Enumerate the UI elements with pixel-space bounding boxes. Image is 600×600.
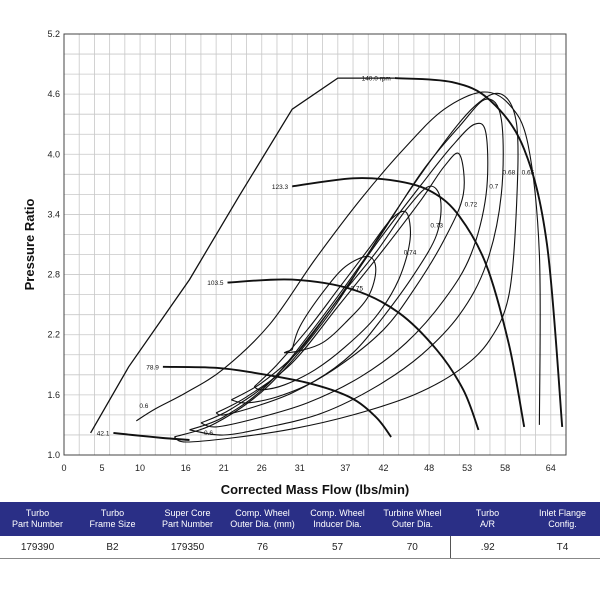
value-super-core-part-number: 179350 <box>150 536 225 559</box>
speed-lines <box>113 77 564 441</box>
speed-line-78-9 <box>162 365 392 438</box>
efficiency-island-0-74 <box>253 210 411 391</box>
spec-header-row: Turbo Part Number Turbo Frame Size Super… <box>0 502 600 536</box>
efficiency-label-0-72: 0.72 <box>465 201 478 208</box>
plot-frame <box>63 33 567 456</box>
value-turbo-part-number: 179390 <box>0 536 75 559</box>
y-tick-4-6: 4.6 <box>47 89 60 99</box>
efficiency-island-0-75 <box>283 255 377 354</box>
surge-line-path <box>90 77 395 434</box>
compressor-map-chart: 140.0 rpm123.3103.578.942.10.750.740.730… <box>22 29 567 497</box>
efficiency-island-0-72 <box>215 152 465 416</box>
efficiency-label-0-65: 0.65 <box>522 169 535 176</box>
header-super-core-part-number: Super Core Part Number <box>150 502 225 536</box>
x-tick-10: 10 <box>135 463 145 473</box>
x-axis-title: Corrected Mass Flow (lbs/min) <box>221 482 410 497</box>
x-tick-16: 16 <box>181 463 191 473</box>
efficiency-label-0-74: 0.74 <box>404 250 417 257</box>
x-tick-58: 58 <box>500 463 510 473</box>
efficiency-island-0-68 <box>189 98 504 436</box>
x-tick-26: 26 <box>257 463 267 473</box>
x-tick-31: 31 <box>295 463 305 473</box>
value-turbo-ar: .92 <box>449 536 525 559</box>
speed-line-42-1 <box>113 431 190 441</box>
x-tick-48: 48 <box>424 463 434 473</box>
y-tick-2-2: 2.2 <box>47 330 60 340</box>
x-tick-53: 53 <box>462 463 472 473</box>
header-turbo-ar: Turbo A/R <box>450 502 525 536</box>
speed-line-123-3 <box>292 177 526 428</box>
efficiency-island-0-65 <box>173 92 519 443</box>
speed-label-78-9: 78.9 <box>146 364 159 371</box>
header-turbo-frame-size: Turbo Frame Size <box>75 502 150 536</box>
value-turbine-wheel-outer-dia: 70 <box>375 536 450 559</box>
spec-value-row: 179390 B2 179350 76 57 70 .92 T4 <box>0 536 600 559</box>
header-turbine-wheel-outer-dia: Turbine Wheel Outer Dia. <box>375 502 450 536</box>
y-tick-3-4: 3.4 <box>47 209 60 219</box>
turbo-spec-table: Turbo Part Number Turbo Frame Size Super… <box>0 502 600 559</box>
x-tick-0: 0 <box>61 463 66 473</box>
y-tick-2-8: 2.8 <box>47 270 60 280</box>
efficiency-label-0-68: 0.68 <box>503 169 516 176</box>
chart-annotations: 140.0 rpm 123.3 103.5 78.9 42.1 0.75 0.74 0.73 0… <box>97 76 535 438</box>
y-tick-1-0: 1.0 <box>47 450 60 460</box>
x-tick-37: 37 <box>340 463 350 473</box>
efficiency-island-0-7 <box>200 122 489 428</box>
speed-label-123-3: 123.3 <box>272 184 289 191</box>
x-tick-64: 64 <box>546 463 556 473</box>
efficiency-label-0-7: 0.7 <box>489 183 498 190</box>
y-tick-5-2: 5.2 <box>47 29 60 39</box>
efficiency-label-0-6: 0.6 <box>139 403 148 410</box>
header-turbo-part-number: Turbo Part Number <box>0 502 75 536</box>
header-comp-wheel-inducer-dia: Comp. Wheel Inducer Dia. <box>300 502 375 536</box>
value-comp-wheel-inducer-dia: 57 <box>300 536 375 559</box>
chart-grid <box>64 34 566 455</box>
header-comp-wheel-outer-dia: Comp. Wheel Outer Dia. (mm) <box>225 502 300 536</box>
efficiency-label-0-75: 0.75 <box>351 286 364 293</box>
x-tick-5: 5 <box>100 463 105 473</box>
efficiency-label-0-6: 0.6 <box>204 430 213 437</box>
efficiency-label-0-73: 0.73 <box>430 222 443 229</box>
speed-line-103-5 <box>227 278 480 431</box>
speed-label-103-5: 103.5 <box>207 280 224 287</box>
efficiency-island-0-73 <box>231 185 442 404</box>
header-inlet-flange-config: Inlet Flange Config. <box>525 502 600 536</box>
speed-line-140-0-rpm <box>394 77 564 427</box>
x-tick-42: 42 <box>378 463 388 473</box>
value-turbo-frame-size: B2 <box>75 536 150 559</box>
speed-label-42-1: 42.1 <box>97 430 110 437</box>
x-tick-21: 21 <box>219 463 229 473</box>
y-tick-1-6: 1.6 <box>47 390 60 400</box>
y-tick-labels: 1.0 1.6 2.2 2.8 3.4 4.0 4.6 5.2 <box>47 29 60 460</box>
y-axis-title: Pressure Ratio <box>22 199 37 291</box>
y-tick-4-0: 4.0 <box>47 149 60 159</box>
value-inlet-flange-config: T4 <box>525 536 600 559</box>
speed-label-140-0-rpm: 140.0 rpm <box>362 76 391 83</box>
value-comp-wheel-outer-dia: 76 <box>225 536 300 559</box>
surge-line <box>90 77 395 434</box>
x-tick-labels: 0 5 10 16 21 26 31 37 42 48 53 58 64 <box>61 463 555 473</box>
